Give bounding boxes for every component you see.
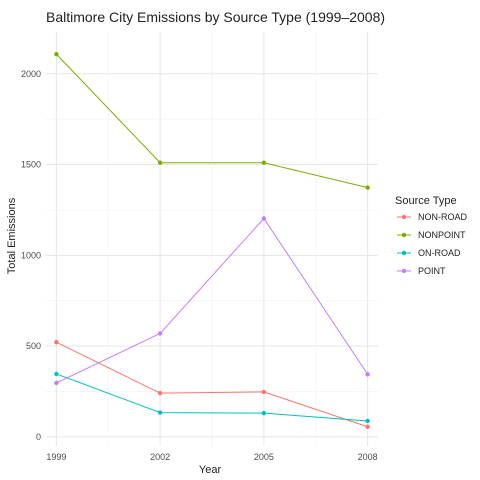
data-point-non-road xyxy=(365,424,370,429)
x-tick-label: 2002 xyxy=(150,452,170,462)
legend-label: POINT xyxy=(418,266,446,276)
series-line-non-road xyxy=(56,341,368,428)
data-point-point xyxy=(54,380,59,386)
series-line-nonpoint xyxy=(56,53,368,189)
legend-title: Source Type xyxy=(395,195,457,207)
series-layer xyxy=(54,51,370,429)
data-point-point xyxy=(365,372,370,377)
data-point-non-road xyxy=(157,390,163,396)
legend-key-point xyxy=(401,250,407,256)
y-tick-label: 1000 xyxy=(21,250,41,260)
legend-item-non-road: NON-ROAD xyxy=(397,212,467,222)
x-axis-ticks: 1999 2002 2005 2008 xyxy=(46,452,377,462)
data-point-non-road xyxy=(261,389,267,395)
legend: Source Type NON-ROAD NONPOINT ON-ROAD POINT xyxy=(395,195,467,276)
data-point-point xyxy=(157,331,163,336)
series-on-road xyxy=(54,371,370,424)
y-tick-label: 1500 xyxy=(21,160,41,170)
data-point-on-road xyxy=(54,371,59,377)
legend-key-point xyxy=(401,214,407,220)
series-non-road xyxy=(54,339,370,429)
y-tick-label: 2000 xyxy=(21,69,41,79)
data-point-on-road xyxy=(365,418,370,424)
data-point-non-road xyxy=(54,339,59,345)
legend-item-point: POINT xyxy=(397,266,446,276)
legend-key-point xyxy=(401,232,407,238)
y-axis-ticks: 0 500 1000 1500 2000 xyxy=(21,69,41,442)
legend-item-on-road: ON-ROAD xyxy=(397,248,461,258)
series-point xyxy=(54,216,370,386)
data-point-on-road xyxy=(261,410,267,416)
legend-label: ON-ROAD xyxy=(418,248,461,258)
x-tick-label: 2005 xyxy=(254,452,274,462)
legend-item-nonpoint: NONPOINT xyxy=(397,230,466,240)
y-tick-label: 0 xyxy=(36,432,41,442)
legend-label: NON-ROAD xyxy=(418,212,467,222)
y-tick-label: 500 xyxy=(26,341,41,351)
x-axis-label: Year xyxy=(199,464,222,476)
chart-title: Baltimore City Emissions by Source Type … xyxy=(46,9,385,25)
data-point-point xyxy=(261,216,267,221)
x-tick-label: 1999 xyxy=(46,452,66,462)
x-tick-label: 2008 xyxy=(358,452,378,462)
y-axis-label: Total Emissions xyxy=(6,197,18,274)
legend-key-point xyxy=(401,268,407,274)
data-point-nonpoint xyxy=(261,160,267,165)
data-point-nonpoint xyxy=(157,160,163,165)
data-point-nonpoint xyxy=(54,51,59,57)
series-line-on-road xyxy=(56,373,368,422)
legend-label: NONPOINT xyxy=(418,230,466,240)
series-nonpoint xyxy=(54,51,370,190)
plot-grid xyxy=(46,32,378,446)
data-point-on-road xyxy=(157,410,163,415)
series-line-point xyxy=(56,217,369,384)
data-point-nonpoint xyxy=(365,185,370,190)
